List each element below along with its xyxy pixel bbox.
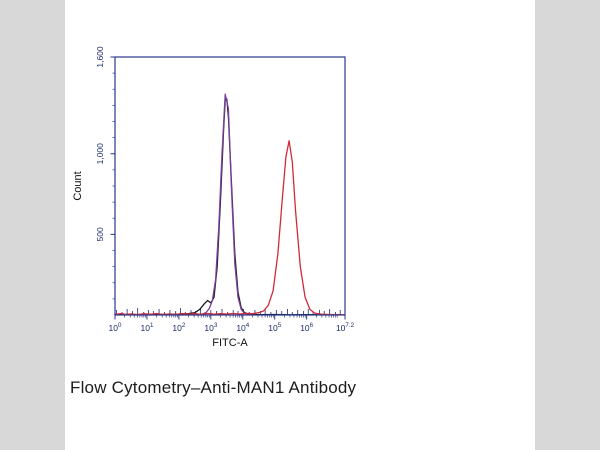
flow-cytometry-histogram: 100 101 102 103 104 105 106 107.2 500 1,000 1,600 F… — [72, 46, 355, 349]
svg-text:1,000: 1,000 — [95, 143, 105, 165]
svg-text:104: 104 — [236, 322, 249, 333]
x-axis-label: FITC-A — [212, 337, 248, 349]
y-axis-label: Count — [72, 171, 84, 200]
svg-text:103: 103 — [204, 322, 217, 333]
svg-text:500: 500 — [95, 227, 105, 241]
svg-text:101: 101 — [140, 322, 153, 333]
svg-text:100: 100 — [109, 322, 122, 333]
svg-text:1,600: 1,600 — [95, 46, 105, 68]
chart-area: 100 101 102 103 104 105 106 107.2 500 1,000 1,600 F… — [70, 35, 360, 365]
svg-text:105: 105 — [268, 322, 281, 333]
svg-text:102: 102 — [172, 322, 185, 333]
figure-caption: Flow Cytometry–Anti-MAN1 Antibody — [70, 378, 357, 397]
svg-text:106: 106 — [300, 322, 313, 333]
content-panel: 100 101 102 103 104 105 106 107.2 500 1,000 1,600 F… — [65, 0, 535, 450]
svg-text:107.2: 107.2 — [336, 322, 355, 333]
